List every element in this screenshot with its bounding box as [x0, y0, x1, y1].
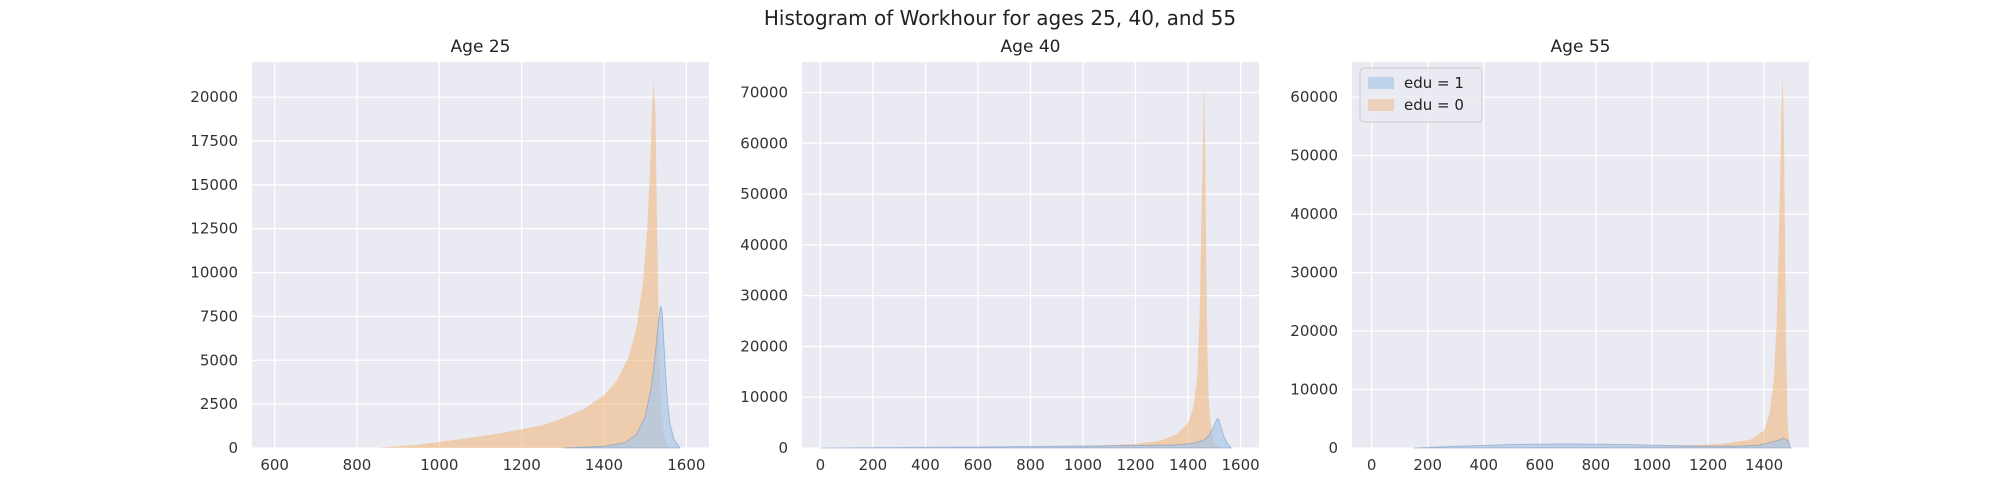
y-tick-label: 50000: [1290, 147, 1338, 165]
panel-1: 600 800 1000 1200 1400 1600 0 2500 5000 7500 10000…: [190, 37, 709, 474]
x-tick-label: 1600: [667, 456, 705, 474]
x-tick-label: 600: [1526, 456, 1555, 474]
panel-title: Age 55: [1551, 37, 1611, 57]
histogram-edu0: [978, 84, 1220, 449]
y-tick-label: 0: [1328, 439, 1338, 457]
x-tick-label: 1000: [1064, 456, 1102, 474]
x-tick-label: 200: [1413, 456, 1442, 474]
y-tick-label: 60000: [740, 134, 788, 152]
y-tick-label: 40000: [740, 236, 788, 254]
y-tick-label: 0: [778, 439, 788, 457]
histogram-edu1: [820, 417, 1233, 449]
y-tick-label: 40000: [1290, 205, 1338, 223]
x-tick-label: 1400: [585, 456, 623, 474]
y-tick-label: 20000: [190, 88, 238, 106]
y-tick-label: 30000: [740, 287, 788, 305]
x-tick-label: 0: [816, 456, 826, 474]
y-tick-label: 17500: [190, 132, 238, 150]
legend-swatch: [1368, 99, 1394, 111]
x-tick-label: 1200: [503, 456, 541, 474]
legend-label: edu = 0: [1404, 96, 1464, 114]
x-tick-label: 600: [260, 456, 289, 474]
y-tick-label: 0: [228, 439, 238, 457]
x-tick-label: 0: [1367, 456, 1377, 474]
x-tick-label: 400: [1469, 456, 1498, 474]
y-tick-label: 5000: [200, 351, 238, 369]
y-tick-label: 30000: [1290, 264, 1338, 282]
y-tick-label: 12500: [190, 220, 238, 238]
legend: edu = 1 edu = 0: [1359, 67, 1483, 123]
panel-title: Age 25: [451, 37, 511, 57]
y-tick-label: 10000: [1290, 381, 1338, 399]
x-tick-label: 1400: [1745, 456, 1783, 474]
y-tick-label: 60000: [1290, 88, 1338, 106]
x-tick-label: 800: [1582, 456, 1611, 474]
y-tick-label: 20000: [1290, 322, 1338, 340]
histogram-edu1: [1413, 437, 1792, 449]
y-tick-label: 2500: [200, 395, 238, 413]
x-tick-label: 800: [343, 456, 372, 474]
y-tick-label: 10000: [190, 264, 238, 282]
x-tick-label: 1000: [420, 456, 458, 474]
x-tick-label: 1200: [1116, 456, 1154, 474]
y-tick-label: 7500: [200, 307, 238, 325]
x-tick-label: 200: [859, 456, 888, 474]
panel-2: 0 200 400 600 800 1000 1200 1400 1600 0 10000 20000…: [740, 37, 1259, 474]
y-tick-label: 70000: [740, 83, 788, 101]
y-tick-label: 50000: [740, 185, 788, 203]
x-tick-label: 400: [911, 456, 940, 474]
x-tick-label: 1600: [1222, 456, 1260, 474]
x-tick-label: 600: [964, 456, 993, 474]
legend-swatch: [1368, 77, 1394, 89]
y-tick-label: 20000: [740, 337, 788, 355]
panel-title: Age 40: [1001, 37, 1061, 57]
x-tick-label: 1000: [1633, 456, 1671, 474]
histogram-edu1: [562, 305, 682, 449]
figure-title: Histogram of Workhour for ages 25, 40, a…: [763, 6, 1237, 30]
x-tick-label: 1400: [1169, 456, 1207, 474]
y-tick-label: 15000: [190, 176, 238, 194]
x-tick-label: 1200: [1689, 456, 1727, 474]
legend-label: edu = 1: [1404, 74, 1464, 92]
x-tick-label: 800: [1016, 456, 1045, 474]
panel-3: 0 200 400 600 800 1000 1200 1400 0 10000 20000 3000…: [1290, 37, 1809, 474]
y-tick-label: 10000: [740, 388, 788, 406]
histogram-edu0: [377, 81, 670, 449]
